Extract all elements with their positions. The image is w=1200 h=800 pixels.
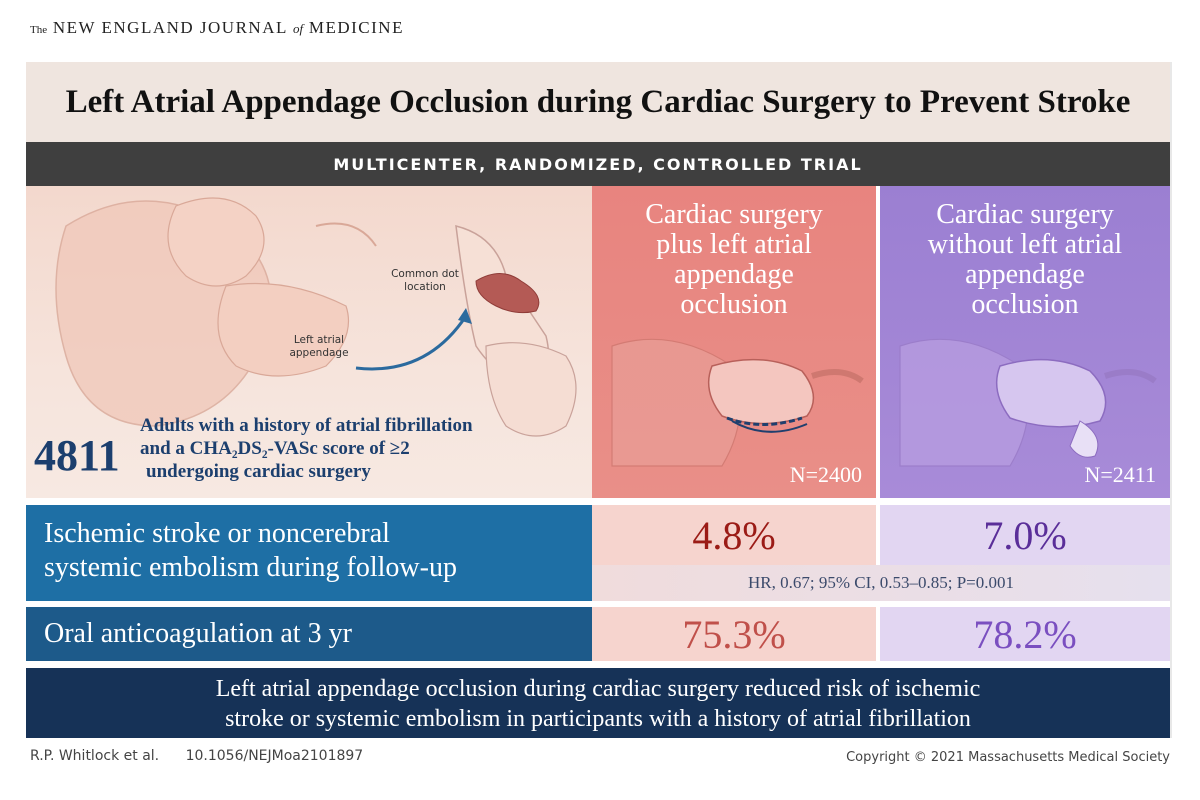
title-band: Left Atrial Appendage Occlusion during C… bbox=[26, 62, 1170, 142]
arm-occlusion-n: N=2400 bbox=[789, 462, 862, 487]
population-desc-line2: and a CHA₂DS₂-VASc score of ≥2 bbox=[140, 438, 410, 459]
outcome-anticoag-label-band: Oral anticoagulation at 3 yr bbox=[26, 607, 592, 661]
footer-copyright: Copyright © 2021 Massachusetts Medical S… bbox=[846, 750, 1170, 765]
population-panel: Common dot location Left atrial appendag… bbox=[26, 186, 592, 498]
population-count: 4811 bbox=[34, 431, 120, 480]
footer-citation: R.P. Whitlock et al. 10.1056/NEJMoa21018… bbox=[30, 748, 363, 764]
footer-doi[interactable]: 10.1056/NEJMoa2101897 bbox=[185, 748, 364, 764]
outcome-stroke-label-line2: systemic embolism during follow-up bbox=[44, 552, 457, 583]
journal-of: of bbox=[292, 21, 304, 36]
arm-occlusion-panel: Cardiac surgery plus left atrial appenda… bbox=[592, 186, 876, 498]
arm-no-occlusion-title-line: Cardiac surgery bbox=[936, 199, 1114, 230]
journal-name-part2: MEDICINE bbox=[308, 18, 404, 37]
arm-occlusion-title: Cardiac surgery plus left atrial appenda… bbox=[592, 200, 876, 320]
arm-no-occlusion-panel: Cardiac surgery without left atrial appe… bbox=[880, 186, 1170, 498]
journal-the: The bbox=[30, 24, 48, 36]
anticoag-no-occlusion-value: 78.2% bbox=[880, 607, 1170, 661]
outcome-stroke-label-line1: Ischemic stroke or noncerebral bbox=[44, 518, 390, 549]
arm-no-occlusion-title-line: appendage bbox=[965, 259, 1085, 290]
trial-type-label: MULTICENTER, RANDOMIZED, CONTROLLED TRIA… bbox=[333, 154, 863, 174]
arm-no-occlusion-title-line: occlusion bbox=[971, 289, 1079, 320]
arm-no-occlusion-title: Cardiac surgery without left atrial appe… bbox=[880, 200, 1170, 320]
heart-illustration bbox=[55, 197, 577, 437]
dot-location-label: Common dot location bbox=[391, 268, 459, 293]
conclusion-band: Left atrial appendage occlusion during c… bbox=[26, 668, 1170, 738]
footer-authors: R.P. Whitlock et al. bbox=[30, 748, 160, 764]
hazard-ratio-stats: HR, 0.67; 95% CI, 0.53–0.85; P=0.001 bbox=[592, 565, 1170, 601]
appendage-label: Left atrial appendage bbox=[289, 334, 349, 359]
heart-illustration-no-occlusion bbox=[899, 338, 1157, 467]
arm-occlusion-title-line: plus left atrial bbox=[656, 229, 812, 260]
conclusion-line1: Left atrial appendage occlusion during c… bbox=[215, 676, 981, 702]
page-title: Left Atrial Appendage Occlusion during C… bbox=[65, 83, 1131, 120]
trial-type-band: MULTICENTER, RANDOMIZED, CONTROLLED TRIA… bbox=[26, 142, 1170, 186]
outcome-stroke-label: Ischemic stroke or noncerebral systemic … bbox=[44, 517, 457, 585]
arm-occlusion-title-line: occlusion bbox=[680, 289, 788, 320]
occluded-heart-illustration bbox=[611, 338, 864, 467]
anticoag-occlusion-value: 75.3% bbox=[592, 607, 876, 661]
journal-masthead: The NEW ENGLAND JOURNAL of MEDICINE bbox=[30, 18, 404, 38]
stroke-no-occlusion-value: 7.0% bbox=[880, 505, 1170, 565]
arm-no-occlusion-n: N=2411 bbox=[1084, 462, 1156, 487]
arm-occlusion-title-line: Cardiac surgery bbox=[645, 199, 823, 230]
stroke-occlusion-value: 4.8% bbox=[592, 505, 876, 565]
outcome-stroke-label-band: Ischemic stroke or noncerebral systemic … bbox=[26, 505, 592, 601]
conclusion-line2: stroke or systemic embolism in participa… bbox=[225, 706, 971, 732]
journal-name-part1: NEW ENGLAND JOURNAL bbox=[52, 18, 288, 37]
arm-occlusion-title-line: appendage bbox=[674, 259, 794, 290]
population-desc-line3: undergoing cardiac surgery bbox=[146, 461, 371, 482]
population-desc-line1: Adults with a history of atrial fibrilla… bbox=[140, 415, 473, 436]
frame-edge bbox=[1170, 62, 1172, 738]
population-description: Adults with a history of atrial fibrilla… bbox=[140, 414, 580, 483]
outcome-anticoag-label: Oral anticoagulation at 3 yr bbox=[44, 618, 352, 649]
arm-no-occlusion-title-line: without left atrial bbox=[927, 229, 1123, 260]
